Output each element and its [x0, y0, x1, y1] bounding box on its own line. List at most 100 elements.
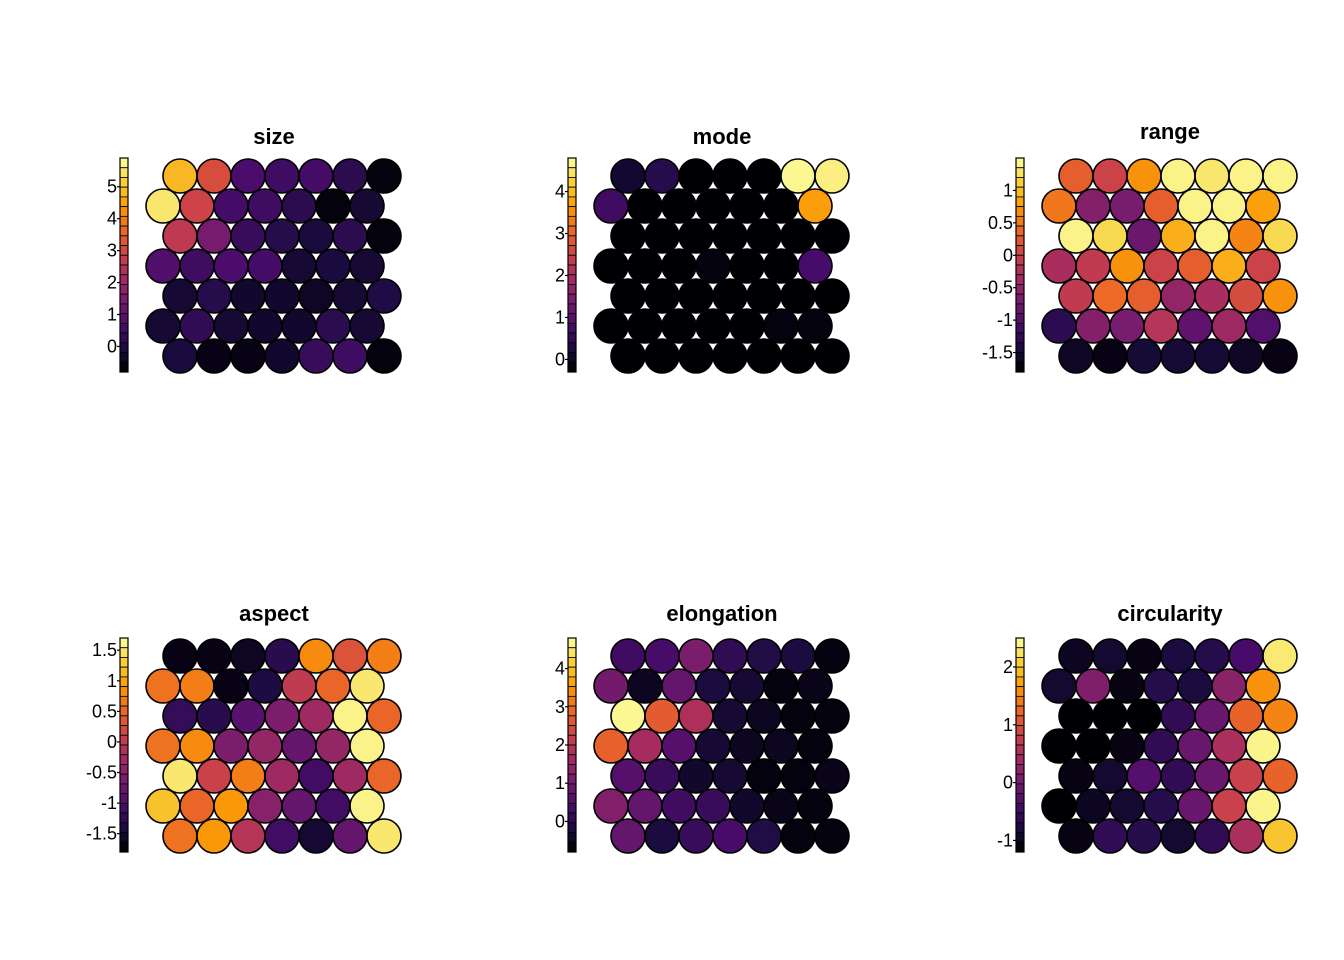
- node-cell: [332, 758, 368, 794]
- node-cell: [1109, 188, 1145, 224]
- colorbar-segment: [119, 303, 129, 315]
- colorbar-tick-label: 1: [555, 307, 565, 327]
- colorbar-segment: [1015, 725, 1025, 736]
- node-cell: [1228, 758, 1264, 794]
- node-cell: [1126, 638, 1162, 674]
- colorbar-segment: [1015, 167, 1025, 178]
- node-cell: [814, 278, 850, 314]
- node-cell: [763, 248, 799, 284]
- colorbar-segment: [119, 841, 129, 853]
- node-cell: [1109, 728, 1145, 764]
- node-cell: [1245, 668, 1281, 704]
- node-cell: [1109, 308, 1145, 344]
- colorbar: 1 0.5 0 -0.5 -1 -1.5: [982, 157, 1025, 373]
- node-cell: [814, 758, 850, 794]
- node-cell: [1109, 248, 1145, 284]
- colorbar-segment: [567, 264, 577, 276]
- node-cell: [1211, 248, 1247, 284]
- colorbar-segment: [567, 303, 577, 315]
- colorbar-segment: [119, 196, 129, 208]
- node-cell: [264, 758, 300, 794]
- colorbar-tick-label: 1: [1003, 715, 1013, 735]
- colorbar-tick-label: -0.5: [86, 763, 117, 783]
- colorbar-segment: [567, 686, 577, 697]
- node-cell: [1041, 728, 1077, 764]
- node-cell: [332, 278, 368, 314]
- node-cell: [644, 338, 680, 374]
- node-cell: [729, 728, 765, 764]
- node-cell: [1160, 698, 1196, 734]
- colorbar-segment: [119, 666, 129, 678]
- colorbar-segment: [119, 715, 129, 726]
- colorbar-segment: [119, 284, 129, 295]
- node-cell: [281, 248, 317, 284]
- node-cell: [230, 218, 266, 254]
- node-cell: [1075, 308, 1111, 344]
- node-cell: [179, 308, 215, 344]
- node-cell: [1194, 758, 1230, 794]
- colorbar-segment: [567, 157, 577, 169]
- colorbar-segment: [567, 313, 577, 324]
- node-cell: [1126, 758, 1162, 794]
- node-cell: [145, 248, 181, 284]
- colorbar-segment: [1015, 734, 1025, 746]
- colorbar-segment: [1015, 332, 1025, 344]
- colorbar-segment: [1015, 793, 1025, 804]
- node-cell: [797, 728, 833, 764]
- node-cell: [298, 638, 334, 674]
- colorbar-tick-label: 4: [555, 182, 565, 202]
- node-cell: [610, 698, 646, 734]
- node-cell: [230, 698, 266, 734]
- node-cell: [780, 278, 816, 314]
- node-cell: [281, 668, 317, 704]
- node-cell: [746, 638, 782, 674]
- node-cell: [315, 248, 351, 284]
- node-cell: [1160, 218, 1196, 254]
- node-cell: [814, 338, 850, 374]
- colorbar-tick-label: 1: [107, 671, 117, 691]
- node-cell: [1126, 698, 1162, 734]
- colorbar-segment: [119, 812, 129, 824]
- node-cell: [264, 818, 300, 854]
- colorbar-segment: [1015, 225, 1025, 237]
- panel-title-mode: mode: [693, 124, 752, 149]
- colorbar-segment: [567, 167, 577, 178]
- node-cell: [627, 308, 663, 344]
- colorbar-tick-label: 4: [555, 659, 565, 679]
- node-cell: [230, 158, 266, 194]
- node-cell: [366, 698, 402, 734]
- colorbar-segment: [1015, 676, 1025, 688]
- colorbar-segment: [567, 773, 577, 785]
- node-cell: [315, 788, 351, 824]
- node-cell: [162, 698, 198, 734]
- colorbar-segment: [119, 342, 129, 353]
- node-cell: [644, 278, 680, 314]
- node-cell: [1075, 248, 1111, 284]
- node-cell: [264, 698, 300, 734]
- node-cell: [729, 788, 765, 824]
- colorbar-segment: [567, 186, 577, 198]
- colorbar-segment: [1015, 773, 1025, 785]
- node-cell: [1075, 188, 1111, 224]
- node-cell: [712, 638, 748, 674]
- node-cell: [1092, 758, 1128, 794]
- colorbar-segment: [1015, 744, 1025, 756]
- node-cell: [814, 698, 850, 734]
- colorbar-segment: [119, 744, 129, 756]
- node-cell: [797, 248, 833, 284]
- colorbar-tick-label: 0: [1003, 773, 1013, 793]
- colorbar-segment: [567, 225, 577, 237]
- node-cell: [797, 668, 833, 704]
- colorbar-segment: [567, 293, 577, 305]
- node-cell: [610, 638, 646, 674]
- colorbar-segment: [567, 177, 577, 188]
- node-cell: [797, 788, 833, 824]
- colorbar-segment: [1015, 235, 1025, 246]
- node-cell: [746, 758, 782, 794]
- node-cell: [247, 668, 283, 704]
- node-cell: [332, 638, 368, 674]
- node-cell: [1058, 818, 1094, 854]
- node-cell: [1245, 248, 1281, 284]
- node-cell: [1262, 698, 1298, 734]
